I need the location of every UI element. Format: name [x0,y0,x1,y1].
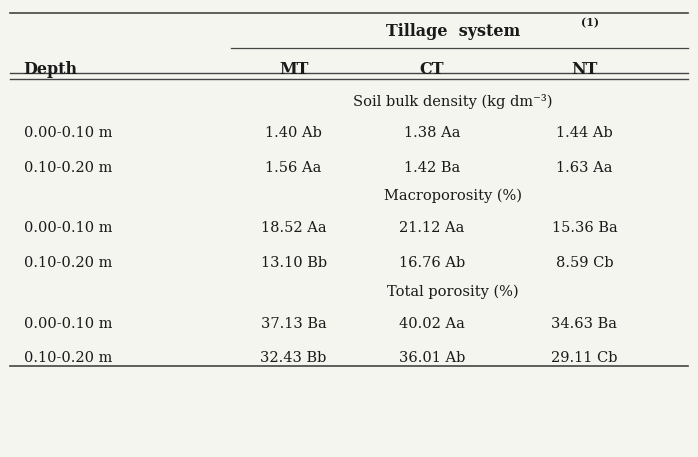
Text: 8.59 Cb: 8.59 Cb [556,255,614,270]
Text: 29.11 Cb: 29.11 Cb [551,351,618,365]
Text: Macroporosity (%): Macroporosity (%) [384,189,522,203]
Text: 37.13 Ba: 37.13 Ba [261,317,327,331]
Text: 13.10 Bb: 13.10 Bb [260,255,327,270]
Text: 32.43 Bb: 32.43 Bb [260,351,327,365]
Text: 0.10-0.20 m: 0.10-0.20 m [24,351,112,365]
Text: 34.63 Ba: 34.63 Ba [551,317,618,331]
Text: 21.12 Aa: 21.12 Aa [399,221,465,235]
Text: MT: MT [279,61,309,79]
Text: 1.44 Ab: 1.44 Ab [556,127,613,140]
Text: 0.00-0.10 m: 0.00-0.10 m [24,127,112,140]
Text: 1.40 Ab: 1.40 Ab [265,127,322,140]
Text: 0.00-0.10 m: 0.00-0.10 m [24,317,112,331]
Text: Depth: Depth [24,61,77,79]
Text: Soil bulk density (kg dm⁻³): Soil bulk density (kg dm⁻³) [353,94,553,109]
Text: 0.00-0.10 m: 0.00-0.10 m [24,221,112,235]
Text: 36.01 Ab: 36.01 Ab [399,351,466,365]
Text: 18.52 Aa: 18.52 Aa [261,221,327,235]
Text: Total porosity (%): Total porosity (%) [387,284,519,299]
Text: 16.76 Ab: 16.76 Ab [399,255,466,270]
Text: 1.63 Aa: 1.63 Aa [556,161,613,175]
Text: 15.36 Ba: 15.36 Ba [551,221,617,235]
Text: 0.10-0.20 m: 0.10-0.20 m [24,255,112,270]
Text: 40.02 Aa: 40.02 Aa [399,317,465,331]
Text: 0.10-0.20 m: 0.10-0.20 m [24,161,112,175]
Text: Tillage  system: Tillage system [386,23,520,40]
Text: 1.38 Aa: 1.38 Aa [404,127,461,140]
Text: 1.42 Ba: 1.42 Ba [404,161,460,175]
Text: 1.56 Aa: 1.56 Aa [265,161,322,175]
Text: NT: NT [571,61,597,79]
Text: CT: CT [419,61,445,79]
Text: (1): (1) [581,18,599,29]
